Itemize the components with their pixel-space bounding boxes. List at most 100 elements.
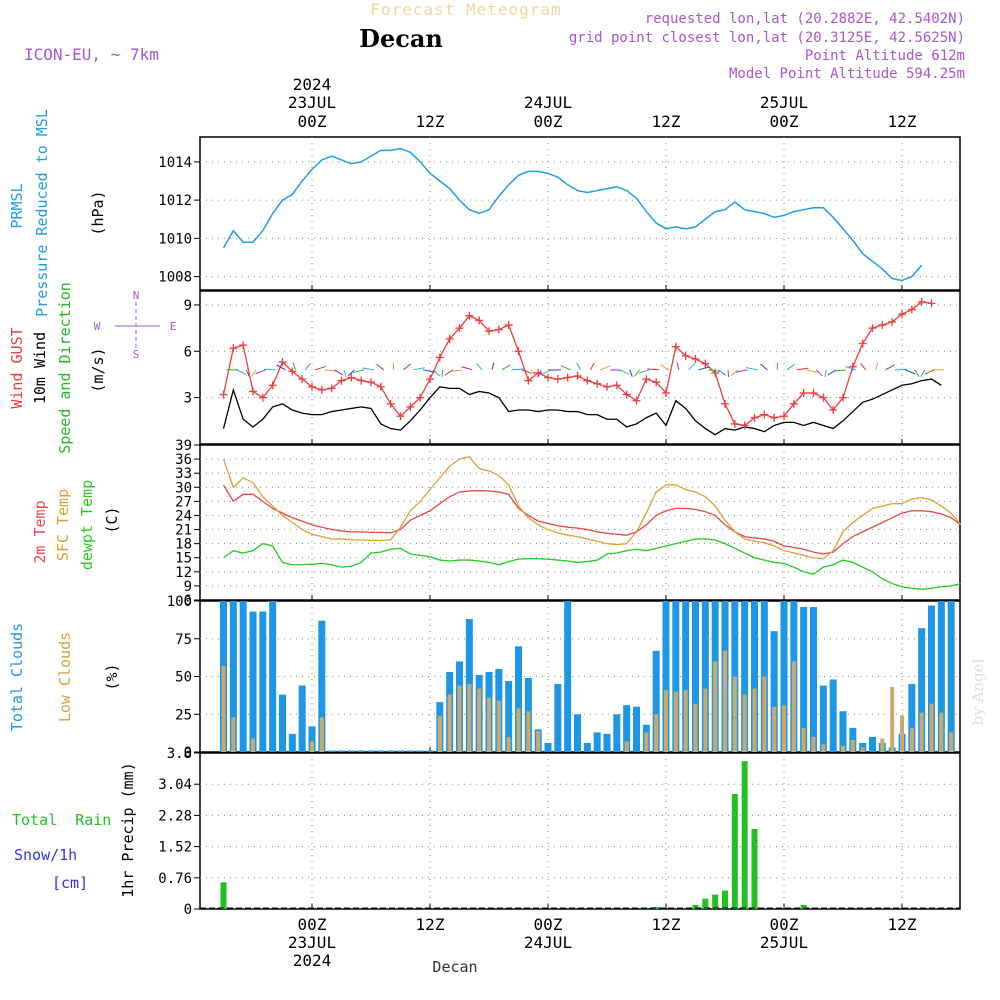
wind-arrow — [255, 369, 267, 375]
bottom-time-label: 12Z — [888, 915, 917, 934]
wind-arrow — [638, 369, 650, 374]
total-cloud-bar — [279, 694, 286, 752]
y-tick-label: 2.28 — [158, 808, 192, 824]
low-cloud-bar — [683, 690, 688, 752]
total-cloud-bar — [515, 646, 522, 752]
snow-unit-label: [cm] — [52, 874, 88, 892]
y-tick-label: 15 — [175, 551, 192, 567]
rain-bar — [692, 904, 699, 909]
y-tick-label: 12 — [175, 565, 192, 581]
wind-arrow — [376, 363, 385, 371]
total-cloud-bar — [810, 607, 817, 752]
total-cloud-bar — [554, 684, 562, 752]
top-time-label: 12Z — [888, 112, 917, 131]
wind-arrow — [501, 364, 511, 371]
wind-arrow — [263, 368, 276, 371]
wind-arrow — [730, 369, 739, 377]
total-cloud-bar — [406, 750, 414, 752]
point-altitude: Point Altitude 612m — [805, 48, 965, 64]
clouds-unit: (%) — [103, 663, 121, 690]
total-cloud-bar — [269, 601, 277, 752]
top-time-label: 25JUL — [760, 93, 808, 112]
low-cloud-bar — [909, 727, 914, 752]
low-cloud-bar — [939, 712, 944, 752]
total-clouds-label: Total Clouds — [8, 623, 26, 731]
compass-n: N — [133, 289, 140, 302]
low-cloud-bar — [919, 712, 924, 752]
total-cloud-bar — [328, 750, 336, 752]
low-cloud-bar — [762, 676, 767, 752]
low-cloud-bar — [713, 661, 718, 752]
wind-arrow — [834, 369, 847, 372]
rain-bar — [722, 890, 728, 909]
low-cloud-bar — [703, 688, 708, 752]
wind-arrow — [423, 369, 435, 373]
low-cloud-bar — [880, 738, 885, 752]
low-cloud-bar — [801, 727, 806, 752]
total-cloud-bar — [249, 611, 257, 752]
wind-arrow — [676, 362, 680, 370]
top-time-label: 00Z — [770, 112, 799, 131]
low-cloud-bar — [791, 661, 796, 752]
total-cloud-bar — [652, 650, 660, 752]
y-tick-label: 3 — [184, 391, 192, 407]
low-cloud-bar — [860, 747, 865, 752]
total-cloud-bar — [780, 601, 788, 752]
wind-arrow — [845, 365, 856, 371]
bottom-time-label: 00Z — [298, 915, 327, 934]
sfc-temp-label: SFC Temp — [54, 489, 72, 561]
temp2m-line — [222, 484, 962, 555]
total-cloud-bar — [298, 685, 306, 752]
wind-arrow — [629, 369, 633, 378]
top-time-label: 2024 — [293, 75, 332, 94]
total-cloud-bar — [308, 726, 316, 752]
wind-arrow — [904, 369, 916, 375]
wind-arrow — [334, 369, 344, 376]
total-cloud-bar — [947, 601, 955, 752]
wind-arrow — [444, 369, 453, 376]
wind-arrow — [251, 369, 257, 377]
low-cloud-bar — [732, 676, 737, 752]
low-cloud-bar — [782, 705, 786, 752]
wind-arrow — [688, 363, 695, 371]
y-tick-label: 33 — [175, 466, 192, 482]
snow-label: Snow/1h — [14, 846, 77, 864]
wind-arrow — [236, 369, 247, 375]
low-cloud-bar — [850, 739, 855, 752]
y-tick-label: 25 — [175, 707, 192, 723]
wind-arrow — [599, 365, 611, 371]
bottom-time-label: 00Z — [534, 915, 563, 934]
wind-arrow — [914, 369, 920, 377]
low-cloud-bar — [772, 706, 777, 752]
total-cloud-bar — [416, 750, 424, 752]
wind-arrow — [441, 369, 444, 378]
low-cloud-bar — [644, 732, 649, 752]
total-cloud-bar — [288, 733, 296, 752]
low-cloud-bar — [536, 730, 541, 752]
total-cloud-bar — [544, 742, 552, 752]
total-cloud-bar — [701, 601, 709, 752]
total-cloud-bar — [347, 750, 355, 752]
y-tick-label: 30 — [175, 480, 192, 496]
pressure-label-1: PRMSL — [8, 183, 26, 228]
wind-arrow — [432, 369, 440, 377]
wind-unit: (m/s) — [89, 347, 107, 392]
low-cloud-bar — [841, 745, 845, 752]
pressure-label-2: Pressure Reduced to MSL — [33, 109, 51, 317]
total-cloud-bar — [387, 750, 395, 752]
wind-arrow — [314, 366, 326, 371]
total-cloud-bar — [682, 601, 690, 752]
dewpt-line — [223, 538, 962, 590]
total-cloud-bar — [239, 601, 247, 752]
total-cloud-bar — [229, 601, 237, 752]
wind-arrow — [491, 362, 495, 370]
total-cloud-bar — [937, 601, 945, 752]
y-tick-label: 1008 — [158, 270, 192, 286]
low-cloud-bar — [693, 703, 698, 752]
y-tick-label: 75 — [175, 632, 192, 648]
low-cloud-bar — [624, 741, 629, 752]
total-cloud-bar — [603, 733, 611, 752]
wind-arrow — [924, 369, 935, 375]
low-cloud-bar — [457, 685, 462, 752]
